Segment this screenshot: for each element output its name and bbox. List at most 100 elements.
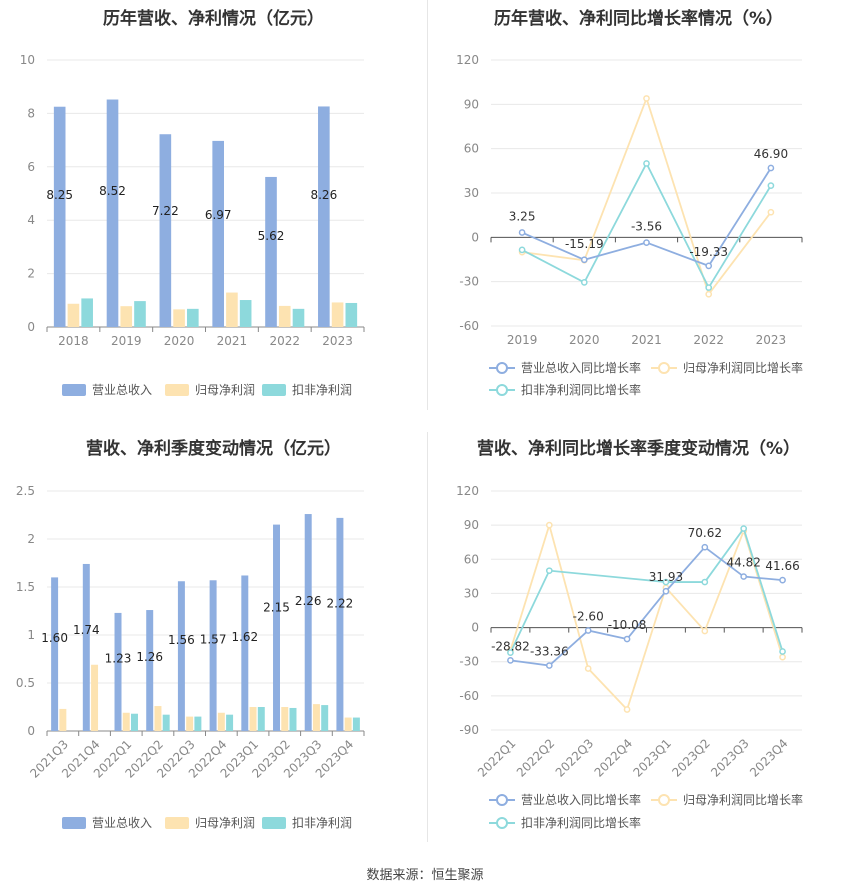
y-tick-label: 60 [464, 552, 479, 566]
y-tick-label: 2 [27, 532, 35, 546]
y-tick-label: 8 [27, 106, 35, 120]
annual-growth-panel: 历年营收、净利同比增长率情况（%） -60 -30 0 30 60 90 120 2019 20… [427, 0, 850, 410]
bar-revenue [265, 176, 277, 327]
x-tick-label: 2022Q1 [475, 736, 519, 780]
deducted-profit-growth-point [779, 648, 786, 655]
legend-marker [496, 794, 508, 806]
bar-net-profit [226, 292, 238, 327]
x-tick-label: 2021 [217, 334, 248, 348]
bar-deducted-profit [352, 717, 360, 731]
bar-net-profit [312, 704, 320, 731]
revenue-data-label: 1.23 [105, 652, 132, 666]
y-tick-label: 1.5 [16, 580, 35, 594]
deducted-profit-growth-point [740, 525, 748, 532]
revenue-growth-point [705, 262, 713, 270]
revenue-data-label: 2.26 [295, 594, 322, 608]
revenue-growth-line [521, 167, 772, 267]
revenue-data-label: 8.25 [46, 188, 73, 202]
bar-deducted-profit [81, 298, 93, 327]
legend-label: 归母净利润 [195, 383, 255, 397]
revenue-growth-data-label: -15.19 [565, 237, 604, 251]
deducted-profit-growth-point [580, 279, 588, 286]
x-tick-label: 2018 [58, 334, 89, 348]
revenue-growth-data-label: 3.25 [509, 210, 536, 224]
deducted-profit-growth-line [509, 526, 784, 653]
net-profit-growth-point [705, 290, 713, 298]
x-tick-label: 2023 [756, 333, 787, 347]
quarterly-revenue-profit-chart: 00.511.522.52021Q32021Q42022Q12022Q22022… [16, 484, 365, 830]
legend-swatch [165, 817, 189, 829]
x-tick-label: 2023Q4 [747, 736, 791, 780]
x-tick-label: 2023Q1 [630, 736, 674, 780]
quarterly-growth-chart: -90-60-3003060901202022Q12022Q22022Q3202… [456, 484, 803, 830]
legend-marker [496, 817, 508, 829]
revenue-data-label: 7.22 [152, 204, 179, 218]
y-tick-label: -60 [459, 319, 479, 333]
bar-revenue [212, 140, 224, 327]
revenue-data-label: 8.52 [99, 184, 126, 198]
y-tick-label: 10 [20, 53, 35, 67]
bar-revenue [53, 106, 66, 327]
legend-label: 营业总收入 [92, 816, 152, 830]
annual-revenue-profit-chart: 0 2 4 6 8 10 2018 2019 2020 2021 2022 2023 8.25 8.52 7… [20, 53, 365, 397]
revenue-data-label: 2.15 [263, 600, 290, 614]
x-tick-label: 2020 [569, 333, 600, 347]
bar-deducted-profit [257, 707, 265, 731]
revenue-data-label: 2.22 [327, 596, 354, 610]
bar-revenue [241, 575, 249, 731]
bar-net-profit [281, 707, 289, 731]
bar-net-profit [67, 303, 80, 327]
quarterly-growth-title: 营收、净利同比增长率季度变动情况（%） [476, 439, 801, 459]
deducted-profit-growth-point [662, 578, 670, 586]
revenue-growth-line [510, 545, 783, 667]
legend-label: 营业总收入 [92, 383, 152, 397]
y-tick-label: 0 [471, 230, 479, 244]
deducted-profit-growth-point [643, 160, 650, 167]
y-tick-label: 60 [464, 142, 479, 156]
bar-deducted-profit [226, 714, 234, 731]
revenue-growth-data-label: 70.62 [688, 526, 722, 540]
legend-swatch [62, 384, 86, 396]
y-tick-label: 0.5 [16, 676, 35, 690]
x-tick-label: 2021 [631, 333, 662, 347]
bar-revenue [336, 517, 344, 731]
bar-net-profit [154, 706, 162, 731]
y-tick-label: 90 [464, 518, 479, 532]
x-tick-label: 2022Q2 [514, 736, 558, 780]
revenue-growth-point [779, 576, 786, 584]
revenue-growth-point [518, 229, 526, 236]
revenue-growth-data-label: -3.56 [631, 220, 662, 234]
y-tick-label: 1 [27, 628, 35, 642]
bar-net-profit [217, 712, 225, 731]
legend-label: 扣非净利润 [292, 383, 352, 397]
revenue-growth-data-label: -10.08 [608, 618, 647, 632]
bar-revenue [106, 99, 119, 328]
bar-revenue [273, 524, 280, 731]
bar-revenue [209, 580, 217, 731]
revenue-growth-point [580, 256, 588, 264]
y-tick-label: -60 [459, 689, 479, 703]
bar-revenue [318, 106, 330, 327]
net-profit-growth-line [521, 95, 772, 297]
deducted-profit-growth-point [701, 578, 709, 586]
net-profit-growth-point [643, 95, 650, 102]
bar-revenue [177, 581, 185, 731]
x-tick-label: 2022Q4 [592, 736, 636, 780]
revenue-growth-point [767, 164, 775, 172]
net-profit-growth-point [623, 706, 631, 713]
y-tick-label: 2.5 [16, 484, 35, 498]
y-tick-label: -30 [459, 275, 479, 289]
legend-label: 归母净利润 [195, 816, 255, 830]
revenue-growth-point [584, 627, 592, 634]
bar-deducted-profit [321, 705, 329, 731]
revenue-data-label: 1.60 [41, 631, 68, 645]
annual-growth-chart: -60 -30 0 30 60 90 120 2019 2020 2021 2022 2023 3.25… [456, 53, 803, 397]
revenue-growth-point [545, 662, 553, 669]
bar-net-profit [173, 309, 185, 327]
annual-growth-title: 历年营收、净利同比增长率情况（%） [493, 9, 784, 29]
y-tick-label: 30 [464, 586, 479, 600]
revenue-growth-point [740, 573, 748, 580]
bar-deducted-profit [239, 300, 252, 327]
revenue-data-label: 8.26 [310, 188, 337, 202]
revenue-growth-point [643, 239, 650, 246]
